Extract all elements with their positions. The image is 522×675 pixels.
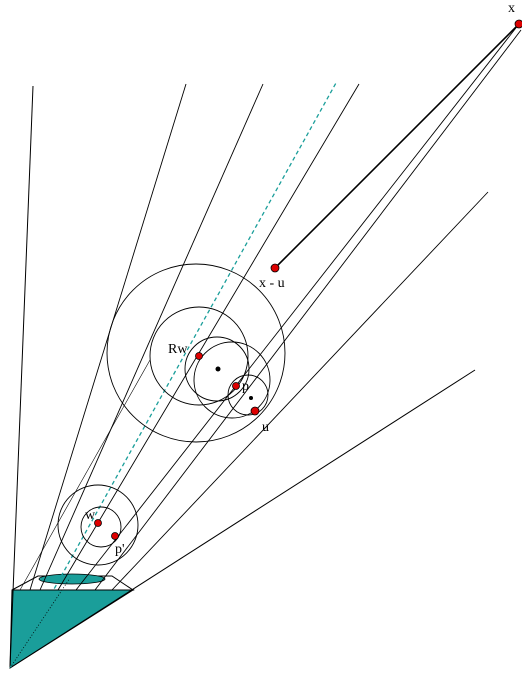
label-u: u: [262, 420, 269, 435]
teal-dashed-axis: [9, 82, 337, 669]
point-x: [514, 19, 522, 29]
point-x-minus-u: [270, 263, 280, 273]
p-circle: [227, 374, 269, 416]
point-p-prime: [111, 532, 119, 540]
dotted-inner-line: [9, 577, 71, 669]
inner-circle-1: [184, 336, 250, 402]
ray-2: [39, 83, 264, 591]
segment-x-minus-u-to-x: [274, 23, 520, 269]
inner-circle-2: [193, 341, 271, 419]
cone-left-edge: [9, 85, 34, 669]
label-x: x: [508, 1, 515, 16]
point-p: [232, 382, 240, 390]
lower-outer-circle: [57, 484, 139, 566]
ray-5: [94, 29, 522, 591]
point-w: [94, 519, 102, 527]
label-p-prime: p': [115, 542, 125, 557]
ray-3: [57, 83, 360, 591]
ray-6: [111, 191, 489, 591]
teal-ellipse: [38, 573, 106, 585]
lower-inner-circle: [80, 506, 122, 548]
point-rw: [195, 352, 203, 360]
cone-right-edge: [9, 369, 476, 669]
base-quadrilateral: [11, 575, 135, 591]
ray-4: [75, 23, 520, 591]
center-dot-upper: [215, 366, 221, 372]
rw-circle: [149, 306, 249, 406]
label-x-minus-u: x - u: [259, 276, 285, 291]
label-p: p: [242, 379, 249, 394]
ray-7: [19, 359, 151, 591]
label-w: w: [85, 508, 96, 523]
point-u: [250, 406, 260, 416]
label-rw: Rw: [168, 342, 188, 357]
large-outer-circle: [106, 263, 286, 443]
center-dot-p: [249, 396, 253, 400]
